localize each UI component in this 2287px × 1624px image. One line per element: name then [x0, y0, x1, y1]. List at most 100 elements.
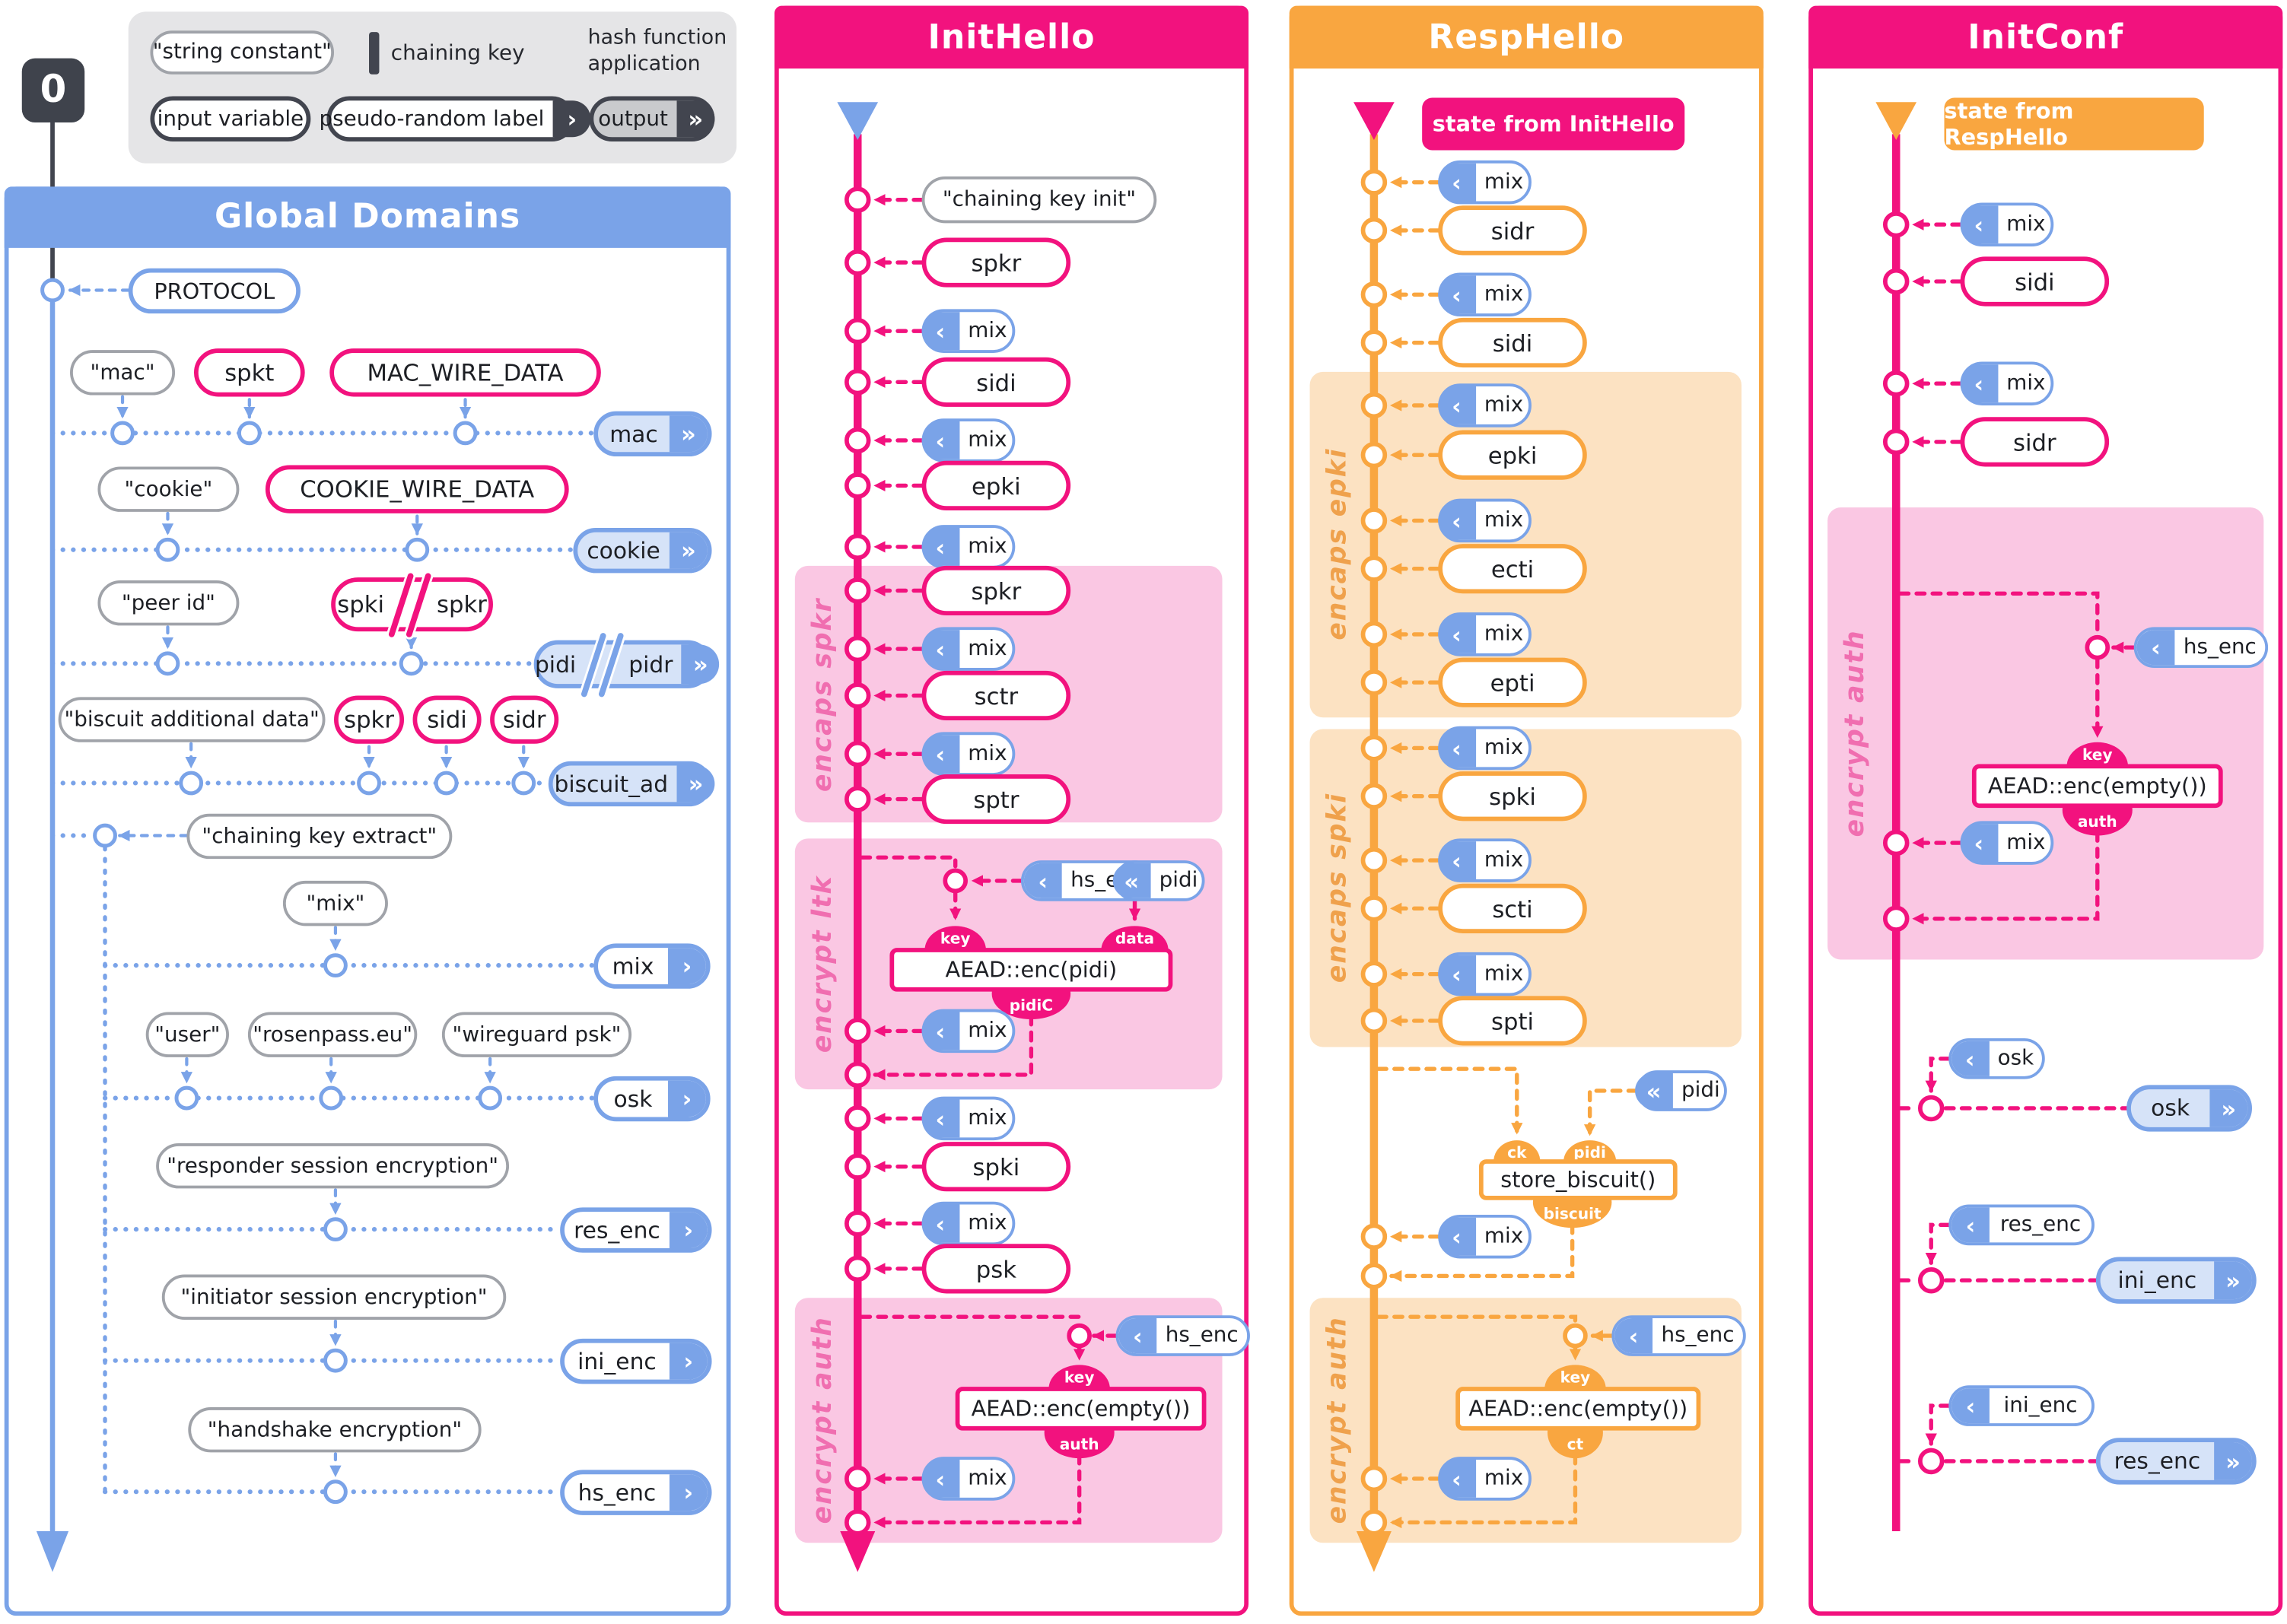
chevron-right-icon: » — [676, 765, 715, 802]
hash-application-node — [237, 421, 262, 446]
wire — [1389, 1222, 1575, 1282]
rh-pill-mix-6: ‹ mix — [1437, 726, 1532, 771]
pill-chaining-key-extract-label: "chaining key extract" — [202, 825, 437, 848]
ih-pill-mix-6-label: mix — [968, 1019, 1007, 1043]
hash-application-node — [1360, 961, 1388, 987]
chevron-left-icon: ‹ — [1437, 615, 1476, 653]
pill-cookie-wire-data-label: COOKIE_WIRE_DATA — [300, 475, 535, 504]
flow-arrow-resphello-end — [1356, 1530, 1392, 1572]
ih-bump-pidic-label: pidiC — [1009, 997, 1054, 1015]
hash-application-node — [323, 953, 348, 978]
hash-application-node — [1360, 169, 1388, 195]
pill-sidi-global-label: sidi — [427, 705, 467, 734]
pill-user-label: "user" — [154, 1022, 221, 1047]
rh-pill-spki-label: spki — [1489, 782, 1536, 810]
output-osk: osk › — [593, 1076, 711, 1122]
wire — [1925, 1057, 1951, 1093]
chevron-left-icon: ‹ — [1437, 841, 1476, 880]
chevron-right-icon: » — [669, 532, 708, 569]
ic-pill-osk-in: ‹ osk — [1948, 1038, 2045, 1079]
pill-spki-spkr-label-b: spkr — [437, 590, 487, 618]
chevron-right-icon: › — [552, 100, 591, 138]
output-hs-enc-label: hs_enc — [577, 1479, 657, 1506]
flow-arrow-inithello-end — [840, 1530, 876, 1572]
rh-pill-hs-enc: ‹ hs_enc — [1611, 1315, 1746, 1356]
hash-application-node — [1360, 783, 1388, 809]
hash-application-node — [1360, 217, 1388, 244]
hash-application-node — [1360, 555, 1388, 582]
hash-application-node — [1360, 621, 1388, 648]
ih-pill-spkr-2: spkr — [921, 565, 1071, 616]
ih-pill-mix-9: ‹ mix — [921, 1457, 1016, 1501]
chevron-left-icon: « — [1112, 863, 1151, 898]
pill-rosenpass-eu-label: "rosenpass.eu" — [253, 1022, 413, 1047]
rh-pill-mix-6-label: mix — [1484, 736, 1524, 760]
global-domains-header: Global Domains — [4, 186, 731, 248]
ih-pill-mix-3-label: mix — [968, 535, 1007, 559]
rh-pill-sidi-label: sidi — [1492, 329, 1533, 357]
legend-prf-label-label: pseudo-random label — [319, 106, 545, 131]
flow-arrow-global-end — [36, 1530, 69, 1572]
pill-chaining-key-extract: "chaining key extract" — [186, 813, 453, 860]
inithello-header: InitHello — [774, 5, 1249, 69]
hash-application-node — [1360, 1223, 1388, 1250]
ic-output-res-enc-label: res_enc — [2114, 1448, 2201, 1475]
ih-pill-mix-6: ‹ mix — [921, 1009, 1016, 1054]
ic-pill-mix-3: ‹ mix — [1959, 821, 2054, 865]
hash-application-node — [845, 317, 871, 345]
hash-application-node — [1360, 847, 1388, 874]
output-biscuit-ad: biscuit_ad » — [548, 761, 715, 807]
hash-application-node — [845, 635, 871, 663]
ic-bump-auth-label: auth — [2077, 813, 2117, 831]
output-ini-enc-label: ini_enc — [577, 1348, 657, 1375]
output-hs-enc: hs_enc › — [560, 1470, 712, 1515]
output-cookie: cookie » — [573, 527, 712, 574]
chevron-left-icon: ‹ — [1437, 163, 1476, 202]
ih-pill-epki-label: epki — [972, 472, 1021, 500]
pill-mac-const-label: "mac" — [90, 361, 155, 385]
section-encrypt-auth-initconf-label: encrypt auth — [1840, 629, 1871, 837]
ic-aead-enc-empty-label: AEAD::enc(empty()) — [1987, 773, 2207, 799]
legend-input-variable-label: input variable — [157, 106, 304, 131]
hash-application-node — [845, 369, 871, 396]
flow-in-inithello — [837, 102, 879, 141]
output-ini-enc: ini_enc › — [560, 1338, 712, 1384]
pill-mac-wire-data: MAC_WIRE_DATA — [329, 348, 601, 397]
hash-application-node — [845, 740, 871, 768]
chevron-left-icon: ‹ — [921, 1099, 959, 1138]
ih-pill-epki: epki — [921, 460, 1071, 510]
rh-pill-pidi-label: pidi — [1681, 1079, 1720, 1103]
ih-pill-sctr: sctr — [921, 670, 1071, 721]
chevron-left-icon: ‹ — [1437, 1217, 1476, 1256]
chevron-right-icon: › — [669, 1343, 708, 1380]
chevron-left-icon: ‹ — [1959, 205, 1998, 244]
rh-bump-ck-label: ck — [1507, 1144, 1527, 1162]
ih-pill-mix-7-label: mix — [968, 1107, 1007, 1130]
chevron-left-icon: ‹ — [1437, 501, 1476, 540]
wire — [1911, 830, 2100, 925]
hash-application-node — [1882, 905, 1910, 933]
wire — [873, 1014, 1034, 1081]
hash-application-node — [845, 186, 871, 213]
ic-pill-res-enc-in: ‹ res_enc — [1948, 1204, 2095, 1246]
wire — [1583, 1088, 1639, 1137]
ih-pill-sptr-label: sptr — [973, 785, 1019, 813]
pill-spkt: spkt — [193, 348, 305, 397]
ih-pill-pidi: « pidi — [1112, 860, 1205, 901]
chevron-left-icon: « — [1634, 1073, 1673, 1108]
hash-application-node — [174, 1085, 199, 1111]
hash-application-node — [453, 421, 478, 446]
rh-pill-scti-label: scti — [1492, 895, 1533, 923]
hash-application-node — [845, 1018, 871, 1044]
chevron-left-icon: ‹ — [921, 1012, 959, 1050]
rh-pill-mix-9-label: mix — [1484, 1225, 1524, 1249]
ih-pill-hs-enc-auth-label: hs_enc — [1165, 1324, 1239, 1348]
hash-application-node — [845, 1153, 871, 1180]
chevron-left-icon: ‹ — [1437, 275, 1476, 314]
pill-responder-session-encryption-label: "responder session encryption" — [167, 1154, 498, 1178]
chevron-right-icon: » — [681, 644, 720, 685]
ih-pill-mix-7: ‹ mix — [921, 1096, 1016, 1141]
wire — [1376, 1066, 1523, 1136]
rh-pill-spti-label: spti — [1491, 1006, 1535, 1035]
chevron-right-icon: › — [669, 1212, 708, 1249]
